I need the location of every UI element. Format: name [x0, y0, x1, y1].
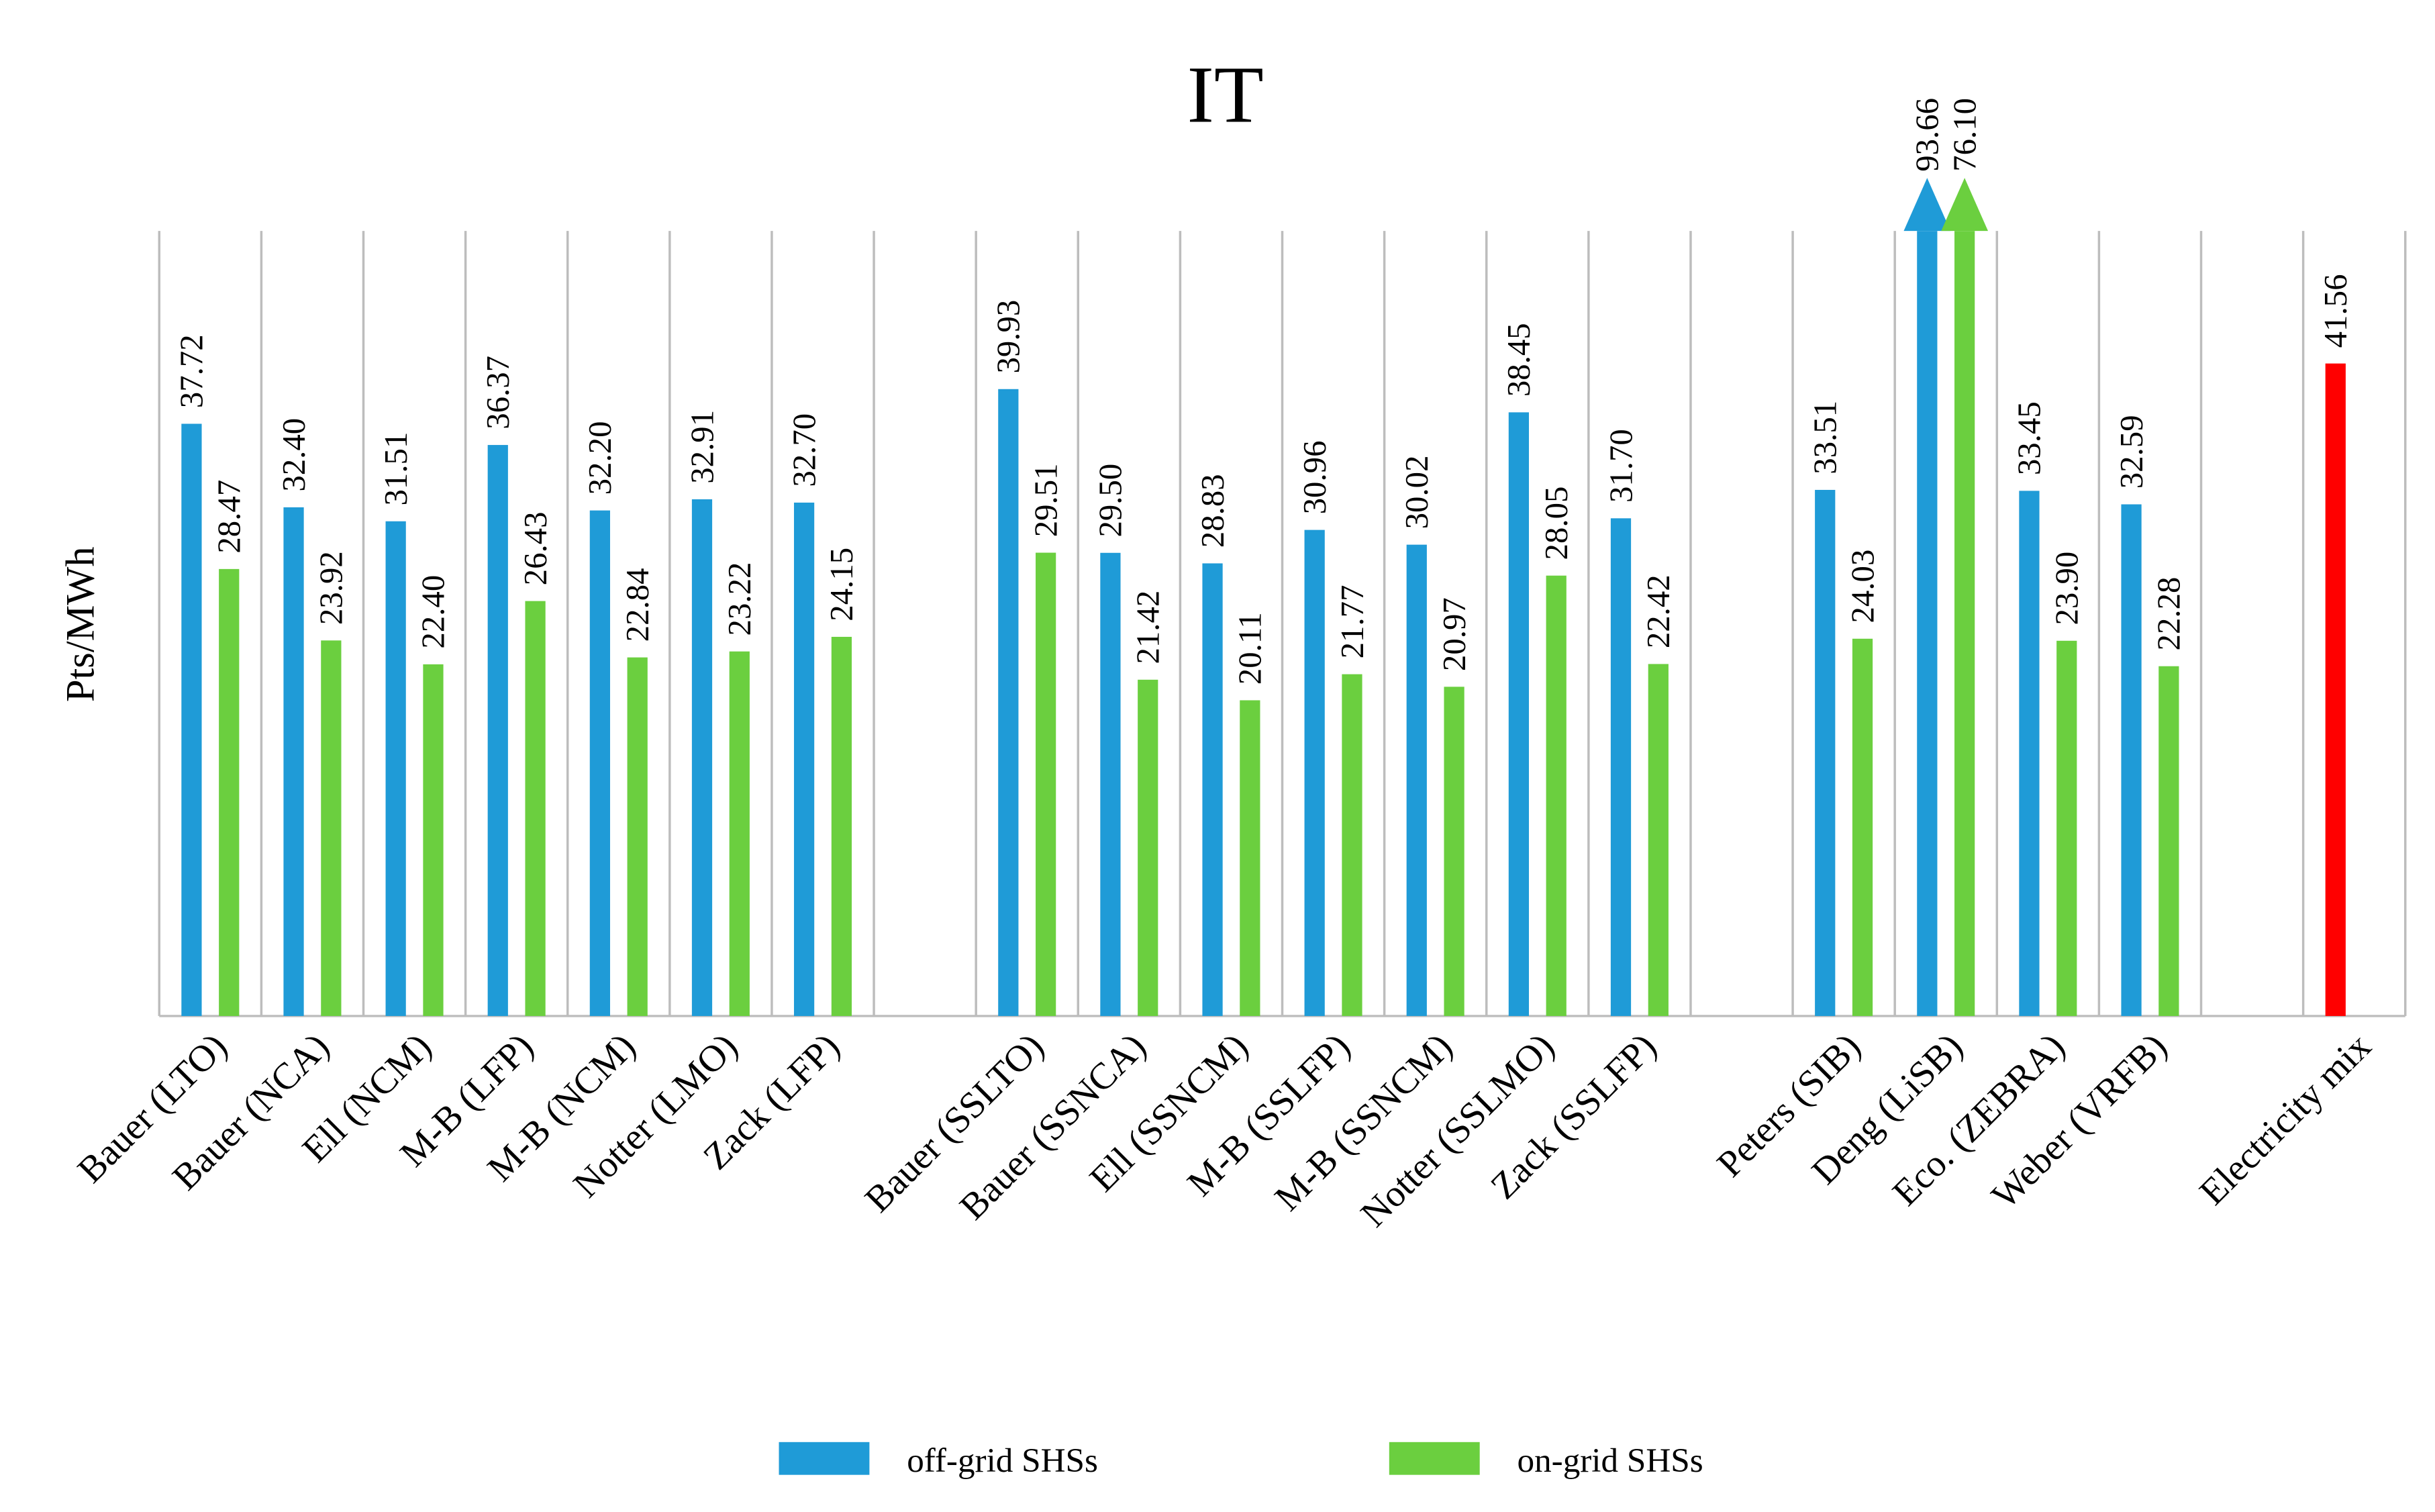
data-label: 36.37: [479, 356, 516, 430]
data-label: 28.83: [1194, 474, 1231, 548]
bar: [1036, 552, 1056, 1016]
data-label: 32.40: [275, 418, 312, 492]
bar: [998, 389, 1019, 1016]
data-label: 23.92: [313, 551, 350, 625]
data-label: 29.50: [1092, 464, 1129, 538]
bar: [1406, 544, 1427, 1016]
bar: [2325, 363, 2346, 1016]
bar: [1342, 674, 1362, 1016]
data-label: 29.51: [1027, 463, 1064, 537]
data-label: 22.40: [415, 575, 452, 649]
bar: [1954, 231, 1975, 1016]
data-label: 32.59: [2113, 415, 2150, 489]
data-label: 23.22: [721, 562, 758, 636]
chart-title: IT: [1187, 50, 1264, 140]
data-label: 38.45: [1500, 323, 1537, 397]
data-label: 76.10: [1946, 98, 1983, 172]
data-label: 39.93: [990, 300, 1027, 374]
bar: [627, 657, 648, 1016]
bar: [385, 521, 406, 1016]
data-label: 32.91: [683, 410, 720, 484]
bar: [793, 502, 815, 1016]
bar: [1138, 679, 1158, 1016]
data-label: 31.70: [1602, 429, 1639, 503]
data-label: 31.51: [377, 432, 414, 506]
bar: [1546, 575, 1567, 1016]
bar: [219, 568, 240, 1016]
bar: [2121, 504, 2142, 1016]
bar: [1304, 530, 1325, 1016]
data-label: 24.15: [823, 548, 860, 621]
bar: [1610, 518, 1632, 1016]
bar: [2019, 491, 2040, 1016]
data-label: 21.77: [1334, 585, 1371, 658]
data-label: 33.51: [1807, 401, 1844, 474]
data-label: 33.45: [2011, 401, 2048, 475]
bar: [729, 651, 750, 1016]
data-label: 37.72: [173, 334, 210, 408]
data-label: 20.11: [1232, 612, 1269, 685]
bar: [589, 510, 610, 1016]
bar: [283, 507, 304, 1016]
bar: [2158, 666, 2179, 1016]
data-label: 26.43: [517, 511, 554, 585]
data-label: 22.84: [619, 568, 656, 642]
legend-swatch: [779, 1442, 870, 1475]
data-label: 21.42: [1130, 591, 1166, 664]
legend-label: off-grid SHSs: [907, 1442, 1098, 1480]
y-axis-label: Pts/MWh: [58, 546, 103, 702]
overflow-arrow: [1941, 178, 1989, 232]
x-tick-label: Bauer (SSLTO): [857, 1025, 1052, 1220]
bar: [1917, 231, 1938, 1016]
bar: [1240, 700, 1260, 1016]
x-tick-label: M-B (SSNCM): [1266, 1025, 1460, 1219]
data-label: 32.70: [785, 413, 822, 487]
bar: [1648, 664, 1669, 1016]
x-tick-label: Weber (VRFB): [1984, 1025, 2175, 1217]
legend-swatch: [1389, 1442, 1480, 1475]
bar: [487, 445, 508, 1016]
bar: [2056, 640, 2077, 1016]
data-label: 24.03: [1844, 550, 1881, 623]
bar: [525, 601, 546, 1016]
bar: [181, 423, 202, 1016]
data-label: 41.56: [2317, 274, 2354, 348]
bar: [423, 664, 444, 1016]
bar: [1852, 638, 1873, 1016]
data-label: 20.97: [1436, 597, 1473, 671]
data-label: 28.05: [1538, 487, 1575, 560]
data-label: 22.42: [1640, 574, 1677, 648]
bar: [691, 499, 713, 1016]
data-label: 30.02: [1398, 455, 1435, 529]
bar: [1815, 489, 1836, 1016]
data-label: 23.90: [2048, 552, 2085, 625]
data-label: 32.20: [581, 421, 618, 495]
data-label: 30.96: [1296, 440, 1333, 514]
bar: [1444, 687, 1464, 1016]
data-label: 93.66: [1909, 98, 1946, 172]
bar: [1202, 563, 1223, 1016]
data-label: 22.28: [2150, 577, 2187, 651]
bar: [321, 640, 342, 1016]
bar: [831, 636, 852, 1016]
legend-label: on-grid SHSs: [1518, 1442, 1703, 1480]
overflow-arrow: [1903, 178, 1951, 232]
bar: [1100, 552, 1121, 1016]
x-tick-label: Bauer (SSNCA): [952, 1025, 1154, 1227]
data-label: 28.47: [211, 480, 248, 554]
x-tick-label: Electricity mix: [2191, 1025, 2379, 1213]
bar: [1508, 412, 1530, 1016]
